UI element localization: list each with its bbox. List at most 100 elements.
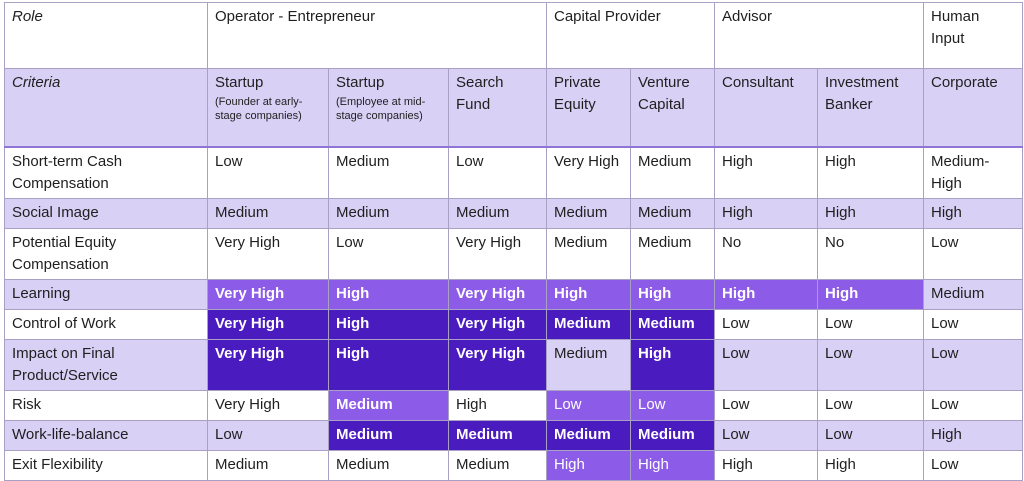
rating-value: Medium: [336, 152, 390, 170]
rating-cell: No: [817, 227, 924, 280]
rating-value: Low: [931, 233, 959, 251]
rating-value: High: [825, 152, 856, 170]
rating-value: High: [722, 284, 756, 302]
rating-cell: Low: [923, 449, 1023, 481]
rating-value: Very High: [215, 233, 281, 251]
rating-value: Medium: [638, 233, 692, 251]
rating-cell: High: [923, 419, 1023, 451]
rating-value: Low: [931, 344, 959, 362]
rating-cell: Medium: [328, 419, 449, 451]
rating-cell: High: [923, 197, 1023, 229]
rating-value: Medium: [336, 395, 393, 413]
rating-value: Low: [722, 344, 750, 362]
rating-cell: Medium: [923, 278, 1023, 310]
column-title: Search Fund: [456, 74, 504, 113]
rating-value: High: [722, 203, 753, 221]
column-header: Search Fund: [448, 68, 547, 148]
rating-value: Low: [931, 395, 959, 413]
rating-cell: Low: [714, 419, 818, 451]
rating-cell: Medium: [546, 227, 631, 280]
rating-value: Low: [825, 344, 853, 362]
rating-cell: Medium: [328, 389, 449, 421]
row-label: Exit Flexibility: [12, 455, 103, 473]
row-label-cell: Short-term Cash Compensation: [4, 146, 208, 199]
rating-value: Very High: [554, 152, 620, 170]
column-header: Venture Capital: [630, 68, 715, 148]
rating-cell: Low: [923, 338, 1023, 391]
role-label: Role: [12, 8, 43, 25]
rating-value: Low: [931, 455, 959, 473]
rating-value: High: [336, 284, 370, 302]
column-header: Consultant: [714, 68, 818, 148]
rating-cell: Medium: [630, 146, 715, 199]
rating-value: Medium: [638, 152, 692, 170]
rating-cell: High: [328, 338, 449, 391]
rating-value: Very High: [215, 314, 285, 332]
rating-value: Very High: [215, 344, 285, 362]
rating-cell: Very High: [448, 338, 547, 391]
career-comparison-table: Role Operator - Entrepreneur Capital Provi…: [4, 2, 1023, 481]
rating-cell: High: [328, 308, 449, 340]
rating-cell: Low: [207, 419, 329, 451]
role-group-label: Human Input: [931, 8, 980, 47]
rating-cell: Medium: [630, 197, 715, 229]
rating-cell: Low: [817, 389, 924, 421]
rating-cell: High: [546, 449, 631, 481]
rating-cell: Very High: [207, 278, 329, 310]
rating-cell: Very High: [207, 338, 329, 391]
column-header: Private Equity: [546, 68, 631, 148]
rating-cell: High: [714, 449, 818, 481]
rating-cell: Low: [817, 338, 924, 391]
rating-cell: Low: [546, 389, 631, 421]
rating-value: Low: [554, 395, 582, 413]
rating-value: High: [931, 425, 962, 443]
rating-cell: High: [714, 146, 818, 199]
rating-cell: Medium: [546, 419, 631, 451]
column-header: Startup (Employee at mid-stage companies): [328, 68, 449, 148]
rating-cell: High: [630, 338, 715, 391]
rating-cell: Medium: [448, 197, 547, 229]
row-label-cell: Exit Flexibility: [4, 449, 208, 481]
rating-value: High: [825, 203, 856, 221]
rating-value: Medium: [554, 314, 611, 332]
rating-value: Very High: [215, 284, 285, 302]
rating-value: High: [931, 203, 962, 221]
rating-cell: Low: [714, 389, 818, 421]
column-title: Investment Banker: [825, 74, 899, 113]
rating-value: Medium: [931, 284, 985, 302]
rating-value: Medium: [554, 203, 608, 221]
rating-cell: High: [714, 278, 818, 310]
rating-cell: High: [630, 278, 715, 310]
rating-value: Medium: [456, 425, 513, 443]
rating-value: Medium: [638, 203, 692, 221]
role-cell: Role: [4, 2, 208, 69]
rating-value: Low: [456, 152, 484, 170]
column-title: Private Equity: [554, 74, 601, 113]
row-label: Potential Equity Compensation: [12, 233, 117, 273]
column-title: Venture Capital: [638, 74, 690, 113]
rating-cell: High: [328, 278, 449, 310]
rating-cell: High: [817, 278, 924, 310]
row-label: Short-term Cash Compensation: [12, 152, 123, 192]
rating-value: Low: [825, 395, 853, 413]
rating-cell: Medium: [328, 197, 449, 229]
column-title: Consultant: [722, 74, 794, 91]
table-row: Risk Very High Medium High Low Low Low Low Low: [4, 389, 1023, 421]
row-label-cell: Control of Work: [4, 308, 208, 340]
rating-value: Medium-High: [931, 152, 990, 192]
rating-value: High: [638, 455, 669, 473]
rating-cell: High: [817, 449, 924, 481]
rating-value: Medium: [638, 314, 695, 332]
rating-value: Very High: [215, 395, 281, 413]
rating-value: Medium: [336, 203, 390, 221]
rating-value: Low: [931, 314, 959, 332]
rating-value: Low: [215, 152, 243, 170]
column-subtitle: (Founder at early-stage companies): [215, 96, 303, 122]
rating-cell: Medium: [630, 227, 715, 280]
rating-cell: Medium: [448, 449, 547, 481]
rating-cell: Medium: [546, 338, 631, 391]
rating-value: High: [722, 152, 753, 170]
rating-cell: Low: [207, 146, 329, 199]
rating-value: No: [825, 233, 845, 251]
rating-value: Medium: [456, 455, 510, 473]
